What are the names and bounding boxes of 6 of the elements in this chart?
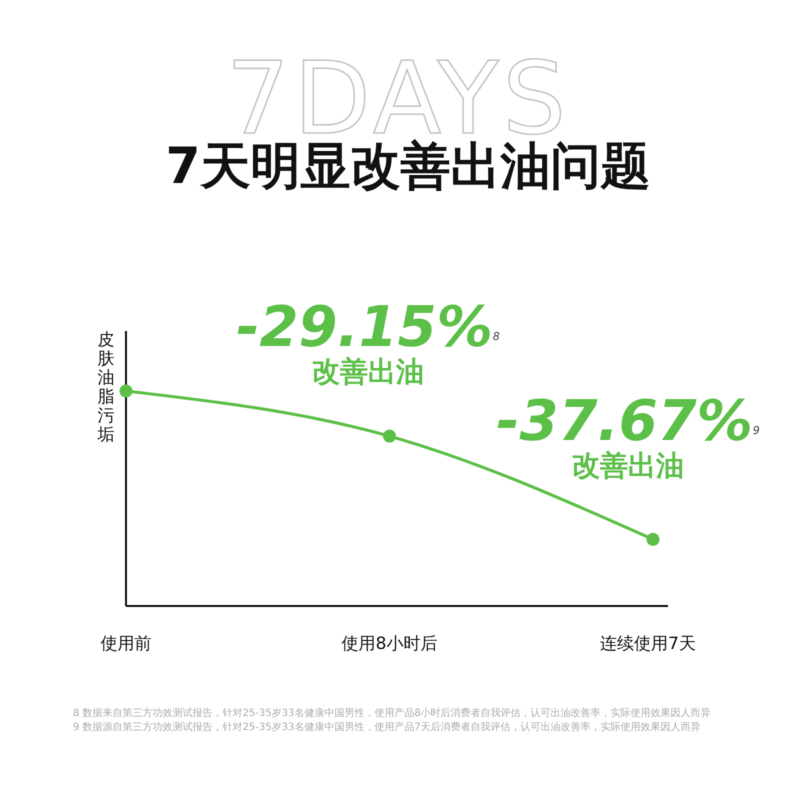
x-tick-label: 使用8小时后: [342, 634, 438, 654]
y-axis-title: 皮肤油脂污垢: [96, 330, 114, 445]
x-tick-label: 连续使用7天: [600, 634, 696, 654]
text: 9 数据源自第三方功效测试报告，针对25-35岁33名健康中国男性，使用产品7天后消费者自我评估，认可出油改善率，实际使用效果因人而异: [73, 721, 701, 733]
text: 8 数据来自第三方功效测试报告，针对25-35岁33名健康中国男性，使用产品8小时后消费者自我评估，认可出油改善率，实际使用效果因人而异: [73, 707, 711, 719]
x-tick-label: 使用前: [100, 634, 152, 654]
